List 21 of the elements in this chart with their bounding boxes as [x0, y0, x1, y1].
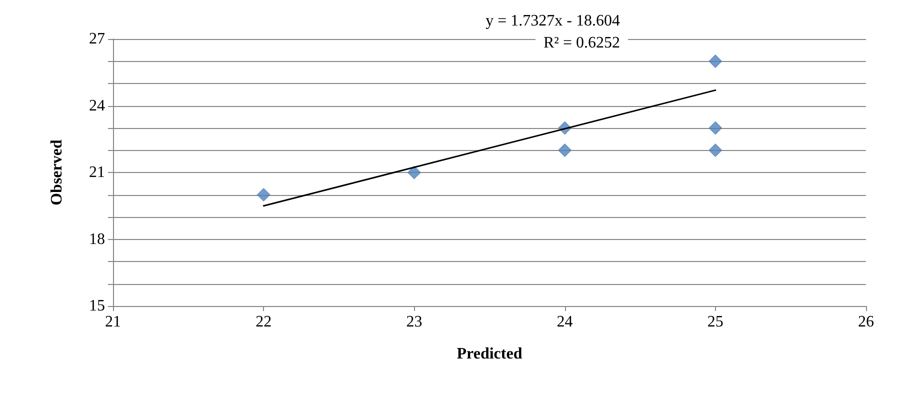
y-tick-label: 18: [89, 230, 105, 248]
x-tick-label: 26: [858, 314, 874, 330]
point: [256, 188, 270, 202]
x-tick-label: 21: [105, 314, 121, 330]
point: [558, 144, 572, 157]
text: y = 1.7327x - 18.604: [486, 12, 620, 30]
x-tick-label: 24: [556, 314, 573, 330]
x-tick-label: 25: [707, 314, 724, 330]
x-axis-title: Predicted: [456, 346, 522, 362]
annotation: R² = 0.6252: [544, 34, 620, 52]
y-tick-label: 15: [89, 298, 105, 314]
point: [708, 54, 722, 68]
x-tick-label: 22: [256, 314, 272, 330]
point: [407, 166, 421, 180]
x-tick-label: 23: [406, 314, 422, 330]
y-axis-title: Observed: [48, 140, 66, 206]
y-tick-label: 27: [89, 30, 105, 48]
point: [708, 121, 722, 135]
y-tick-label: 24: [89, 97, 105, 114]
y-tick-label: 21: [89, 164, 105, 181]
point: [708, 144, 722, 157]
